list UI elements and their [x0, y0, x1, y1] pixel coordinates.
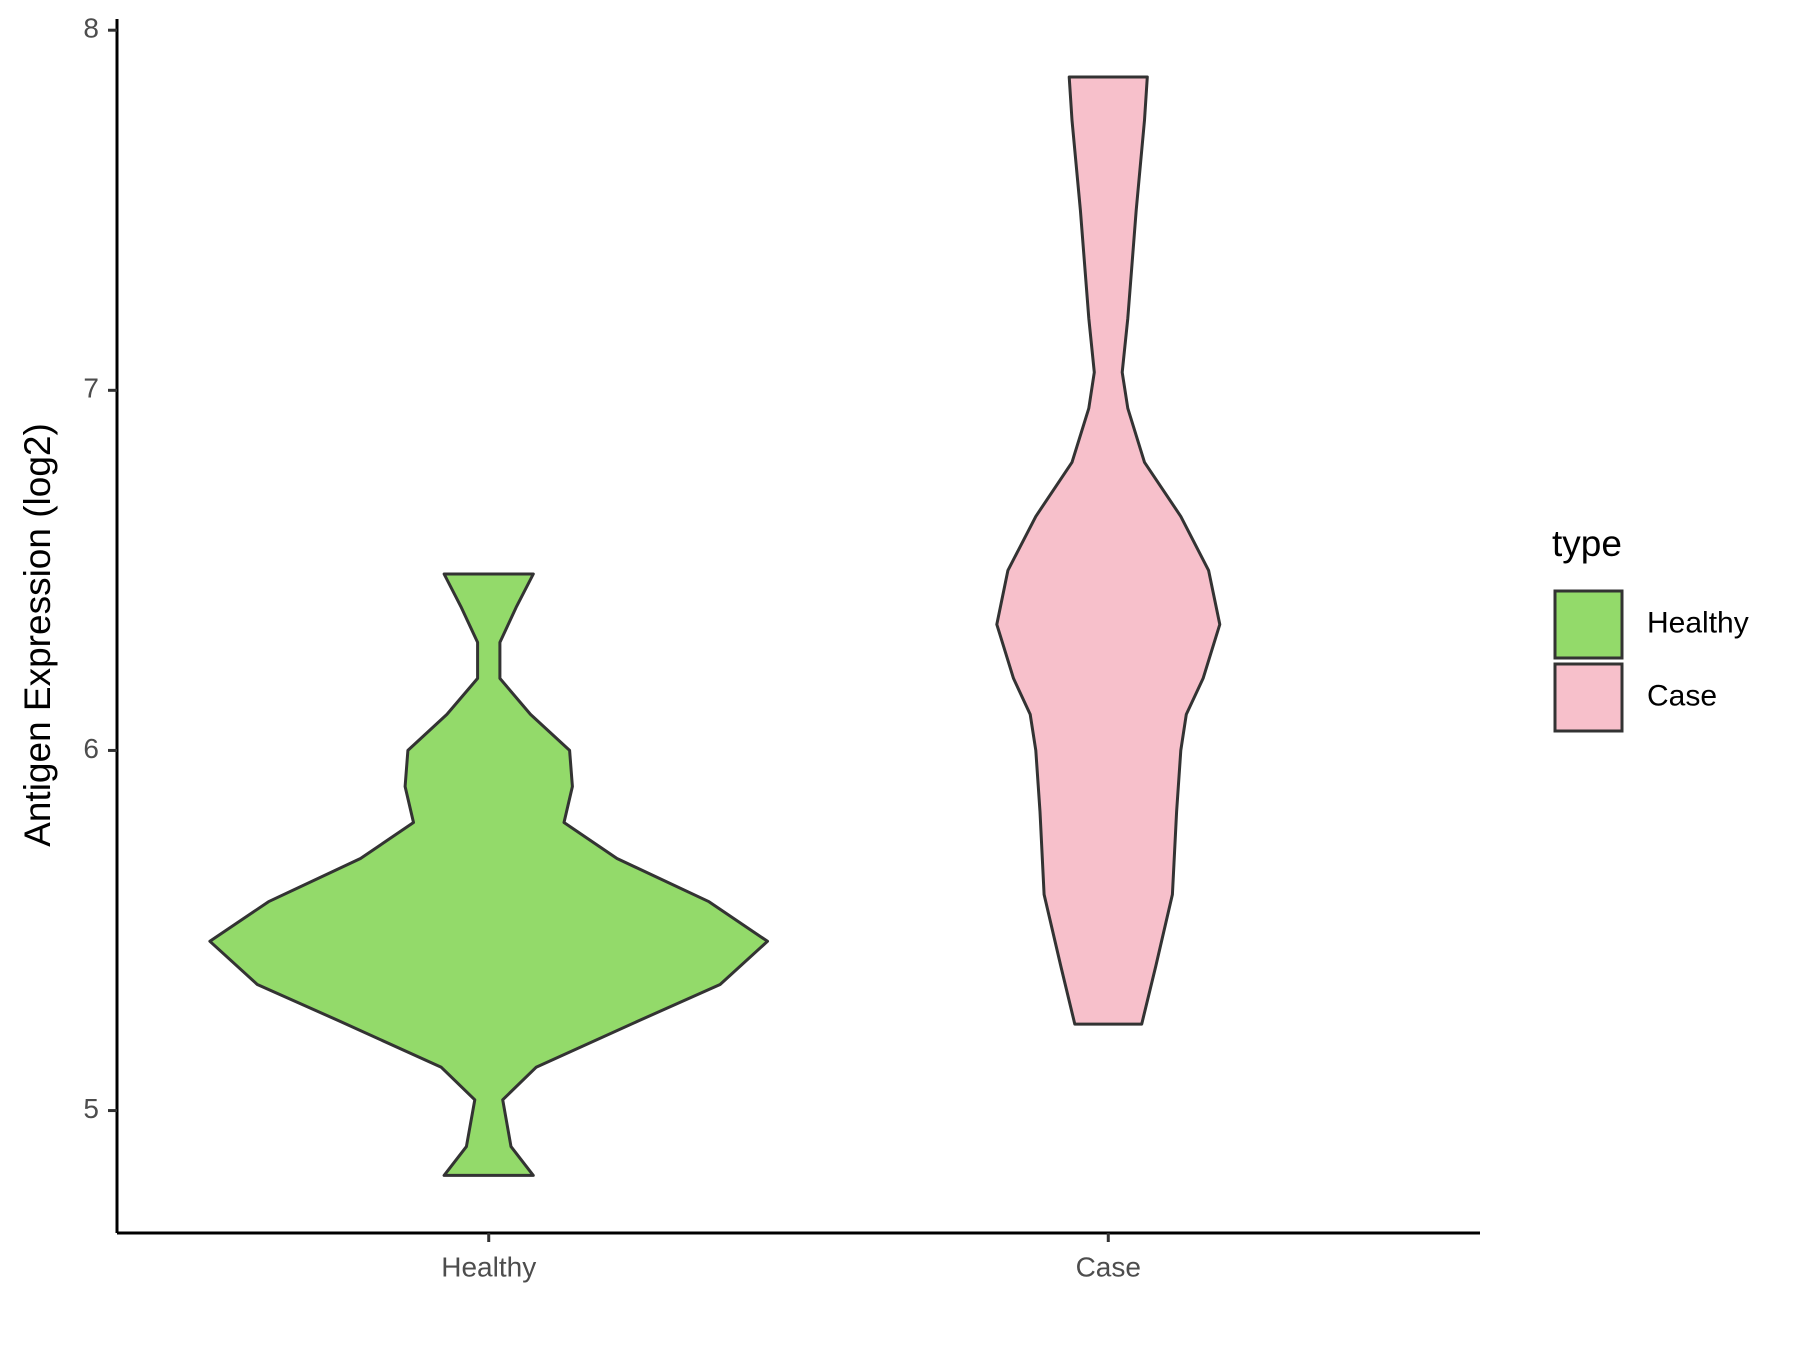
y-tick-label: 8 — [83, 13, 99, 44]
legend-key — [1553, 589, 1624, 660]
legend-title: type — [1552, 523, 1622, 564]
y-axis-title: Antigen Expression (log2) — [17, 423, 58, 847]
legend-label: Case — [1647, 679, 1717, 712]
y-tick-label: 6 — [83, 733, 99, 764]
x-tick-label: Case — [1076, 1251, 1141, 1282]
x-tick-label: Healthy — [441, 1251, 536, 1282]
violin — [995, 75, 1222, 1026]
violin — [208, 572, 769, 1177]
legend-key — [1553, 662, 1624, 733]
y-tick-label: 5 — [83, 1093, 99, 1124]
y-tick-label: 7 — [83, 373, 99, 404]
legend-label: Healthy — [1647, 606, 1749, 639]
